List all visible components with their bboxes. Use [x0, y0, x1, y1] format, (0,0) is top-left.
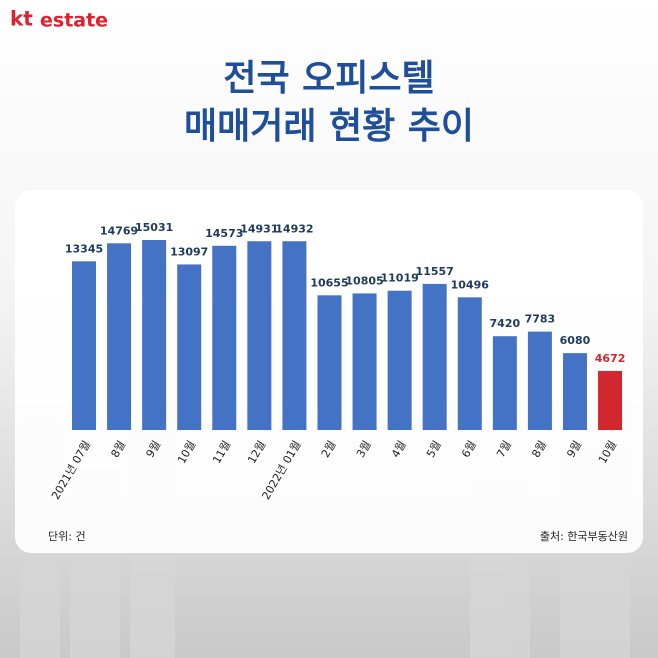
bar — [562, 353, 587, 430]
bar — [107, 243, 132, 430]
bar — [72, 261, 96, 430]
value-label: 13345 — [65, 242, 103, 255]
source: 출처: 한국부동산원 — [540, 530, 628, 543]
bar — [282, 241, 307, 430]
value-label: 13097 — [170, 245, 208, 258]
bar — [527, 331, 552, 430]
value-label: 7783 — [525, 313, 556, 326]
value-label: 11557 — [416, 265, 454, 278]
bar — [387, 290, 412, 430]
value-label: 10655 — [310, 276, 348, 289]
bar — [457, 297, 482, 430]
value-label: 7420 — [490, 317, 521, 330]
value-label: 11019 — [380, 272, 418, 285]
value-label: 14931 — [240, 222, 278, 235]
value-label: 14932 — [275, 222, 313, 235]
brand-mark: kt — [10, 7, 33, 31]
value-label: 4672 — [595, 352, 626, 365]
value-label: 10805 — [345, 274, 383, 287]
bar — [422, 283, 447, 430]
bar — [177, 264, 202, 430]
chart-title: 매매거래 현황 추이 — [184, 106, 474, 147]
chart-title: 전국 오피스텔 — [223, 58, 434, 99]
brand-name: estate — [40, 10, 108, 32]
bar — [317, 295, 342, 430]
bar — [352, 293, 377, 430]
value-label: 6080 — [560, 334, 591, 347]
value-label: 14769 — [100, 224, 138, 237]
unit-note: 단위: 건 — [48, 530, 86, 543]
value-label: 10496 — [451, 278, 490, 291]
bar — [598, 370, 623, 430]
value-label: 15031 — [135, 221, 173, 234]
bar — [247, 241, 272, 430]
bar — [492, 336, 517, 430]
bar — [212, 245, 237, 430]
bar — [142, 240, 167, 430]
value-label: 14573 — [205, 227, 243, 240]
